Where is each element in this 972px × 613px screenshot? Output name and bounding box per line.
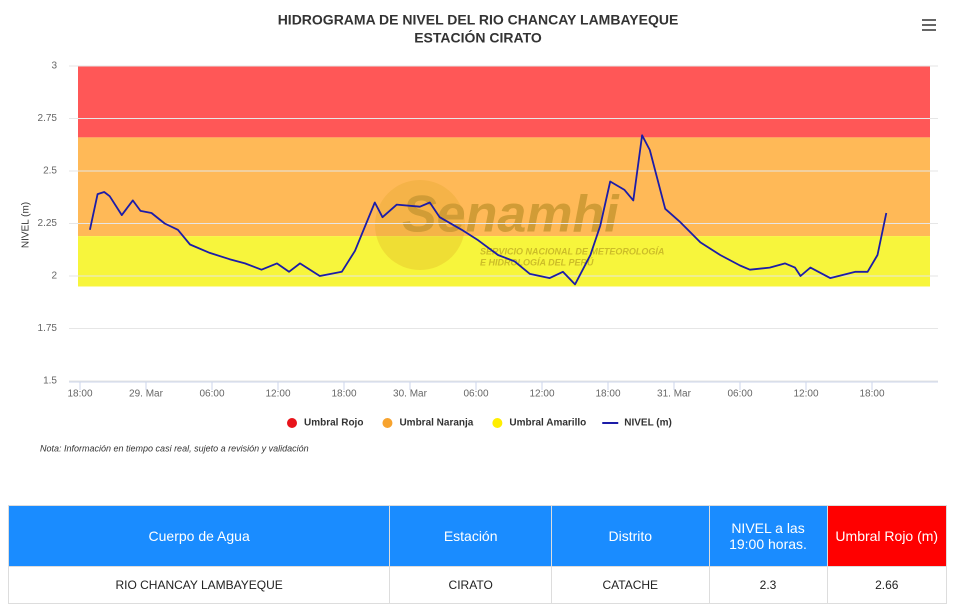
watermark-text: SERVICIO NACIONAL DE METEOROLOGÍA xyxy=(480,246,664,256)
chart: HIDROGRAMA DE NIVEL DEL RIO CHANCAY LAMB… xyxy=(21,12,938,453)
x-tick-label: 12:00 xyxy=(265,389,290,400)
menu-button[interactable] xyxy=(922,19,936,31)
table-header-cell: NIVEL a las 19:00 horas. xyxy=(708,505,828,567)
data-table: Cuerpo de Agua Estación Distrito NIVEL a la… xyxy=(7,505,948,604)
chart-title: HIDROGRAMA DE NIVEL DEL RIO CHANCAY LAMB… xyxy=(278,12,679,28)
series-line xyxy=(89,134,888,286)
x-tick-label: 18:00 xyxy=(67,389,92,400)
y-tick-label: 2.25 xyxy=(38,218,58,229)
table-header-cell: Estación xyxy=(389,505,553,567)
legend-symbol xyxy=(492,418,503,428)
watermark-text: E HIDROLOGÍA DEL PERÚ xyxy=(480,256,594,267)
table-header-cell: Umbral Rojo (m) xyxy=(826,505,948,567)
legend-symbol xyxy=(382,418,393,428)
table-cell: CATACHE xyxy=(551,566,710,604)
table-header-cell: Cuerpo de Agua xyxy=(7,505,391,567)
x-tick-label: 31. Mar xyxy=(657,389,692,400)
x-tick-label: 30. Mar xyxy=(393,389,428,400)
x-tick-label: 18:00 xyxy=(859,389,884,400)
legend-label: NIVEL (m) xyxy=(624,418,672,429)
y-tick-label: 2.75 xyxy=(38,113,58,124)
y-tick-label: 2 xyxy=(51,271,57,282)
table-cell: RIO CHANCAY LAMBAYEQUE xyxy=(7,566,391,604)
y-tick-label: 1.5 xyxy=(43,376,57,387)
y-tick-label: 1.75 xyxy=(38,323,58,334)
table-cell: CIRATO xyxy=(389,566,553,604)
x-tick-label: 18:00 xyxy=(595,389,620,400)
x-tick-label: 12:00 xyxy=(793,389,818,400)
table-cell: 2.66 xyxy=(826,566,948,604)
watermark-sun xyxy=(375,180,465,270)
x-tick-label: 18:00 xyxy=(331,389,356,400)
table-header-cell: Distrito xyxy=(551,505,710,567)
x-tick-label: 12:00 xyxy=(529,389,554,400)
y-tick-label: 3 xyxy=(51,61,57,72)
note: Nota: Información en tiempo casi real, s… xyxy=(40,443,309,453)
legend-symbol xyxy=(287,418,297,428)
legend-label: Umbral Naranja xyxy=(399,418,473,429)
x-tick-label: 06:00 xyxy=(199,389,224,400)
x-tick-label: 06:00 xyxy=(727,389,752,400)
y-tick-label: 2.5 xyxy=(43,166,57,177)
legend-label: Umbral Rojo xyxy=(304,418,363,429)
x-tick-label: 29. Mar xyxy=(129,389,164,400)
chart-subtitle: ESTACIÓN CIRATO xyxy=(414,29,542,46)
x-tick-label: 06:00 xyxy=(463,389,488,400)
threshold-band xyxy=(78,137,930,237)
watermark: Senamhi SERVICIO NACIONAL DE METEOROLOGÍA… xyxy=(375,180,664,270)
legend-label: Umbral Amarillo xyxy=(509,418,586,429)
table-cell: 2.3 xyxy=(708,566,828,604)
threshold-band xyxy=(78,66,930,138)
y-axis-label: NIVEL (m) xyxy=(21,202,32,248)
watermark-text: Senamhi xyxy=(402,186,620,244)
threshold-band xyxy=(78,236,930,287)
